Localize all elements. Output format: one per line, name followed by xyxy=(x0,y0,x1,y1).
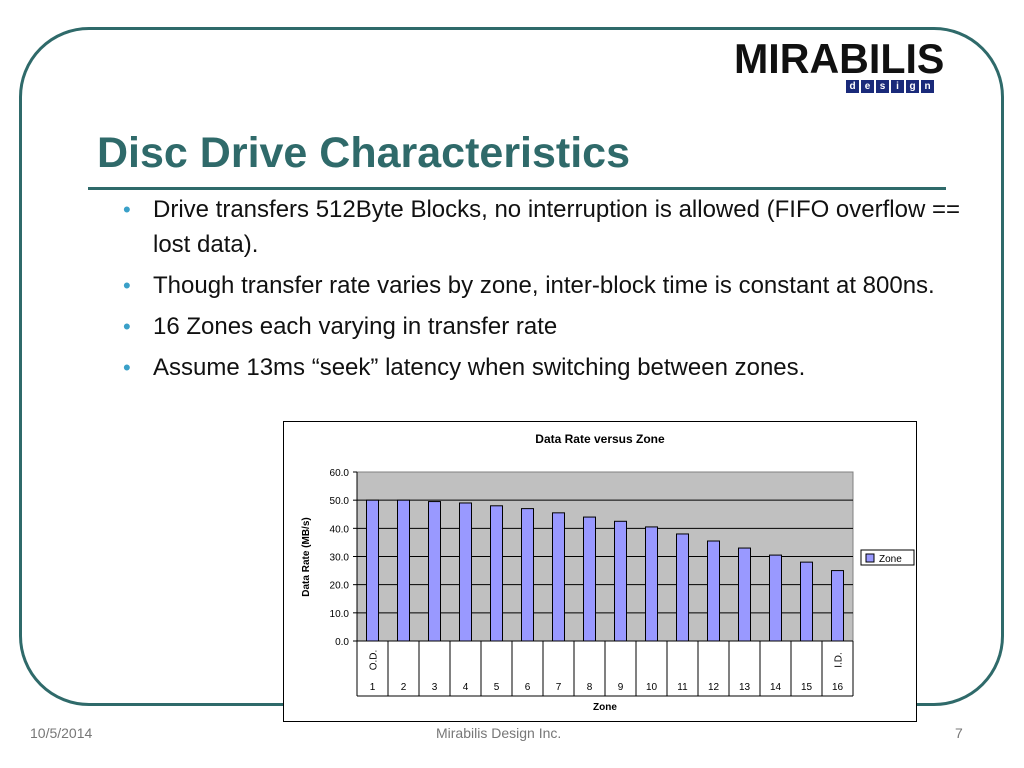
x-tick-label: 12 xyxy=(708,682,720,693)
x-tick-label: 6 xyxy=(525,682,531,693)
logo-tile: n xyxy=(921,80,934,93)
footer-date: 10/5/2014 xyxy=(30,725,93,741)
bullet-icon: • xyxy=(123,197,131,222)
bullet-text: Though transfer rate varies by zone, int… xyxy=(153,272,935,299)
x-tick-label: 7 xyxy=(556,682,562,693)
logo-tile: s xyxy=(876,80,889,93)
bar xyxy=(645,526,658,642)
y-tick-label: 40.0 xyxy=(330,524,350,535)
bullet-icon: • xyxy=(123,355,131,380)
footer-page-number: 7 xyxy=(955,725,963,741)
logo-tile: e xyxy=(861,80,874,93)
x-tick-label: 1 xyxy=(370,682,376,693)
bar xyxy=(676,533,689,642)
y-tick-label: 0.0 xyxy=(335,637,349,648)
logo-tile: d xyxy=(846,80,859,93)
logo-wordmark: MIRABILIS xyxy=(734,35,945,82)
title-divider xyxy=(88,187,946,190)
x-tick-label: 5 xyxy=(494,682,500,693)
x-tick-label: 4 xyxy=(463,682,469,693)
bar xyxy=(769,554,782,642)
bar xyxy=(366,499,379,642)
y-tick-label: 50.0 xyxy=(330,496,350,507)
x-tick-label: 11 xyxy=(677,682,688,693)
bullet-text: 16 Zones each varying in transfer rate xyxy=(153,313,558,340)
bullet-icon: • xyxy=(123,314,131,339)
bar xyxy=(800,561,813,642)
bar xyxy=(614,520,627,642)
y-tick-label: 20.0 xyxy=(330,581,350,592)
bullet-item: • Drive transfers 512Byte Blocks, no inte… xyxy=(120,192,965,262)
logo-tile: i xyxy=(891,80,904,93)
data-rate-chart: Data Rate versus Zone 0.0 10.0 20.0 30.0 40.0… xyxy=(283,421,917,722)
x-tick-label: 10 xyxy=(646,682,658,693)
footer-company: Mirabilis Design Inc. xyxy=(436,725,562,741)
x-tick-label: 15 xyxy=(801,682,813,693)
bullet-icon: • xyxy=(123,273,131,298)
x-axis-label: Zone xyxy=(593,702,617,713)
logo-design-tiles: d e s i g n xyxy=(846,80,934,93)
chart-canvas: Data Rate versus Zone 0.0 10.0 20.0 30.0 40.0… xyxy=(301,432,915,713)
mirabilis-logo: MIRABILIS d e s i g n xyxy=(734,38,946,96)
bar xyxy=(738,547,751,642)
bullet-text: Assume 13ms “seek” latency when switchin… xyxy=(153,354,806,381)
chart-title: Data Rate versus Zone xyxy=(535,432,665,446)
bar xyxy=(707,540,720,642)
bullet-list: • Drive transfers 512Byte Blocks, no inte… xyxy=(120,192,965,391)
bullet-text: Drive transfers 512Byte Blocks, no inter… xyxy=(153,196,960,258)
bullet-item: • Assume 13ms “seek” latency when switchi… xyxy=(120,350,965,385)
logo-tile: g xyxy=(906,80,919,93)
x-tick-label: 13 xyxy=(739,682,751,693)
bar xyxy=(397,499,410,642)
bullet-item: • 16 Zones each varying in transfer rate xyxy=(120,309,965,344)
bar xyxy=(490,505,503,642)
zone-annotation: I.D. xyxy=(834,652,845,668)
y-tick-label: 30.0 xyxy=(330,553,350,564)
x-tick-label: 9 xyxy=(618,682,624,693)
x-tick-label: 3 xyxy=(432,682,438,693)
y-tick-label: 60.0 xyxy=(330,468,350,479)
zone-annotation: O.D. xyxy=(369,650,380,671)
x-tick-label: 16 xyxy=(832,682,844,693)
bullet-item: • Though transfer rate varies by zone, in… xyxy=(120,268,965,303)
bar xyxy=(459,502,472,642)
slide-title: Disc Drive Characteristics xyxy=(97,129,631,177)
x-tick-label: 2 xyxy=(401,682,407,693)
bar xyxy=(552,512,565,642)
legend-label: Zone xyxy=(879,554,902,565)
y-tick-label: 10.0 xyxy=(330,609,350,620)
x-tick-label: 14 xyxy=(770,682,782,693)
bar xyxy=(831,570,844,642)
bar xyxy=(521,508,534,642)
bar xyxy=(428,501,441,642)
bar xyxy=(583,516,596,642)
x-tick-label: 8 xyxy=(587,682,593,693)
y-axis-label: Data Rate (MB/s) xyxy=(301,517,312,596)
legend-swatch xyxy=(865,553,875,563)
